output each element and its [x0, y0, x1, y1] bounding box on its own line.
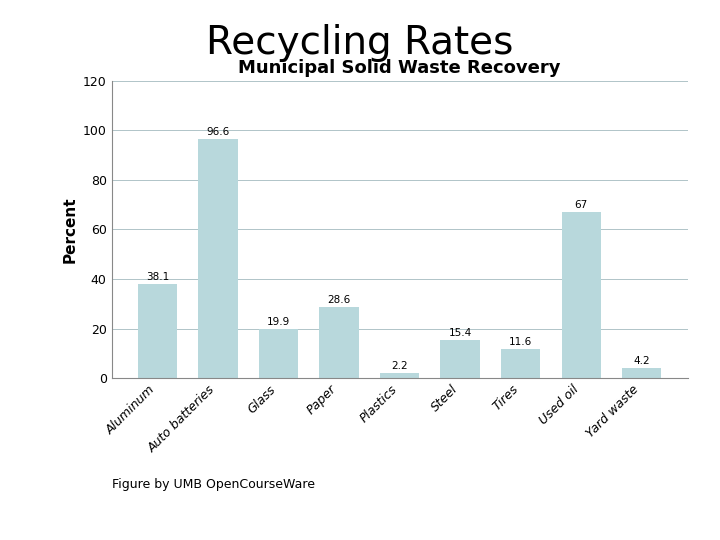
Bar — [259, 329, 298, 378]
Text: 38.1: 38.1 — [146, 272, 169, 282]
Text: 96.6: 96.6 — [207, 127, 230, 137]
Bar — [380, 373, 419, 378]
Text: 15.4: 15.4 — [449, 328, 472, 338]
Text: 28.6: 28.6 — [328, 295, 351, 305]
Bar — [562, 212, 601, 378]
Text: Figure by UMB OpenCourseWare: Figure by UMB OpenCourseWare — [112, 478, 315, 491]
Text: 11.6: 11.6 — [509, 338, 532, 347]
Y-axis label: Percent: Percent — [63, 196, 77, 263]
Text: 19.9: 19.9 — [267, 317, 290, 327]
Text: 2.2: 2.2 — [391, 361, 408, 370]
Text: 4.2: 4.2 — [634, 356, 650, 366]
Bar — [138, 284, 177, 378]
Bar — [441, 340, 480, 378]
Bar — [622, 368, 662, 378]
Bar — [501, 349, 540, 378]
Bar — [198, 139, 238, 378]
Text: 67: 67 — [575, 200, 588, 210]
Text: Recycling Rates: Recycling Rates — [207, 24, 513, 62]
Bar — [320, 307, 359, 378]
Title: Municipal Solid Waste Recovery: Municipal Solid Waste Recovery — [238, 59, 561, 77]
